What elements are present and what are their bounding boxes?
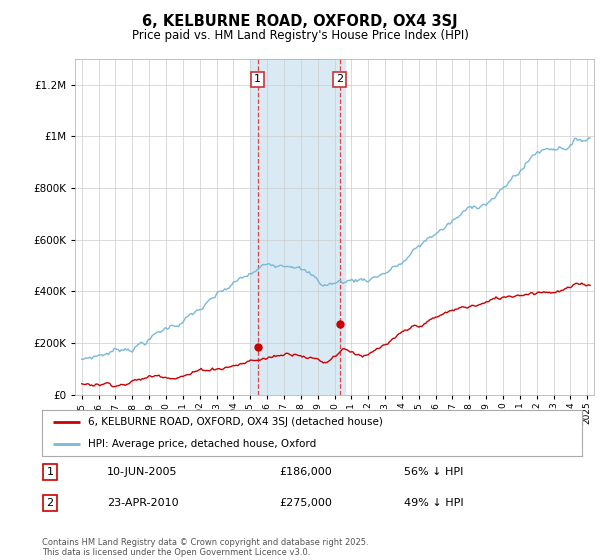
Text: 6, KELBURNE ROAD, OXFORD, OX4 3SJ (detached house): 6, KELBURNE ROAD, OXFORD, OX4 3SJ (detac… <box>88 417 383 427</box>
Text: 1: 1 <box>47 467 53 477</box>
Bar <box>250 59 344 395</box>
Text: Contains HM Land Registry data © Crown copyright and database right 2025.
This d: Contains HM Land Registry data © Crown c… <box>42 538 368 557</box>
Text: Price paid vs. HM Land Registry's House Price Index (HPI): Price paid vs. HM Land Registry's House … <box>131 29 469 42</box>
Text: 1: 1 <box>254 74 261 85</box>
Text: 10-JUN-2005: 10-JUN-2005 <box>107 467 178 477</box>
Text: HPI: Average price, detached house, Oxford: HPI: Average price, detached house, Oxfo… <box>88 439 316 449</box>
Text: 56% ↓ HPI: 56% ↓ HPI <box>404 467 463 477</box>
Text: 2: 2 <box>47 498 53 508</box>
Text: 49% ↓ HPI: 49% ↓ HPI <box>404 498 463 508</box>
Text: 23-APR-2010: 23-APR-2010 <box>107 498 178 508</box>
Text: 2: 2 <box>336 74 343 85</box>
Text: £186,000: £186,000 <box>280 467 332 477</box>
Text: 6, KELBURNE ROAD, OXFORD, OX4 3SJ: 6, KELBURNE ROAD, OXFORD, OX4 3SJ <box>142 14 458 29</box>
Text: £275,000: £275,000 <box>280 498 332 508</box>
